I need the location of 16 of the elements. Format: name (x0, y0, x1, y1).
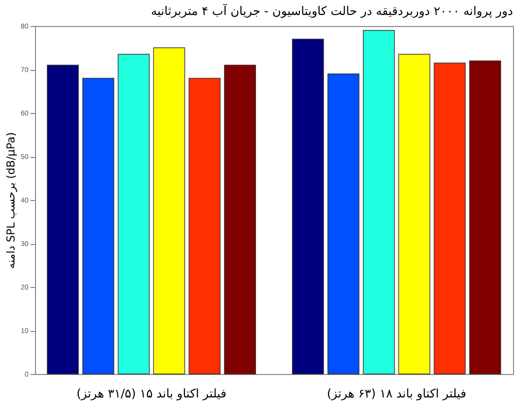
bar (327, 74, 360, 374)
bar (469, 60, 502, 374)
bar (224, 64, 256, 374)
y-axis-title: دامنه SPL برحسب (dB/µPa) (4, 132, 18, 269)
x-tick-label: فیلتر اکتاو باند ۱۸ (۶۳ هرتز) (326, 386, 466, 400)
bar (82, 78, 114, 374)
bar (153, 47, 186, 374)
chart-title: دور پروانه ۲۰۰۰ دوربردقیقه در حالت کاویتاسیون - جریان آب ۴ متربرثانیه (150, 3, 513, 18)
bar (118, 54, 150, 374)
bar (398, 54, 430, 374)
bar (46, 64, 79, 374)
bar (434, 62, 466, 374)
bar (188, 78, 221, 374)
bar (362, 30, 395, 374)
x-tick-label: فیلتر اکتاو باند ۱۵ (۳۱/۵ هرتز) (76, 386, 226, 400)
bar (292, 38, 324, 374)
